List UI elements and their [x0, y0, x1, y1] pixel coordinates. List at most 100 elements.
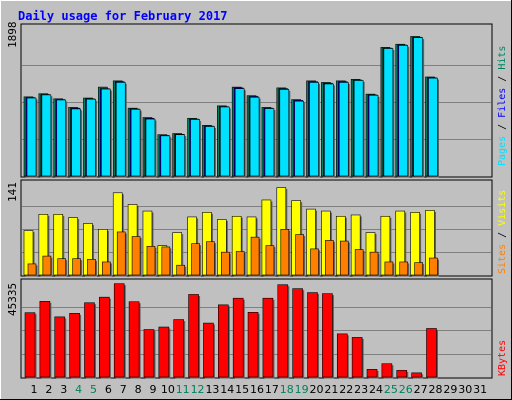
bar-kbytes [277, 284, 290, 379]
bar-pages [324, 83, 335, 178]
x-tick-label: 25 [384, 383, 398, 396]
bar-sites [414, 262, 425, 277]
bar-sites [72, 258, 83, 277]
bar-pages [398, 45, 410, 178]
bar-sites [191, 243, 202, 277]
bar-pages [145, 118, 157, 178]
x-tick-label: 9 [149, 383, 156, 396]
legend-kbytes: KBytes [497, 340, 508, 376]
bar-kbytes [262, 297, 275, 379]
bar-sites [161, 246, 172, 277]
x-tick-label: 15 [235, 383, 249, 396]
x-tick-label: 28 [428, 383, 442, 396]
x-tick-label: 29 [443, 383, 457, 396]
x-tick-label: 19 [295, 383, 309, 396]
bar-kbytes [39, 301, 52, 379]
bar-kbytes [411, 372, 424, 379]
bar-sites [27, 263, 38, 277]
x-tick-label: 24 [369, 383, 383, 396]
bars [23, 36, 439, 379]
x-tick-label: 1 [31, 383, 38, 396]
bar-kbytes [292, 288, 305, 379]
bar-pages [56, 99, 68, 178]
bar-pages [383, 48, 395, 178]
bar-sites [102, 261, 112, 277]
bar-kbytes [366, 369, 379, 379]
bar-sites [176, 264, 187, 277]
bar-sites [384, 261, 395, 277]
legend-sites: Sites [497, 244, 508, 274]
legend-middle: Sites / Visits [497, 190, 508, 274]
bar-sites [116, 231, 127, 277]
bar-pages [428, 77, 439, 178]
legend-visits: Visits [497, 190, 508, 226]
bar-kbytes [203, 322, 215, 379]
x-axis-labels: 1 2 3 4 5 6 7 8 9 10 11 12 13 14 15 16 17 18 19 20 21 22 23 24 2… [31, 383, 488, 396]
bar-kbytes [143, 329, 156, 379]
bar-pages [309, 82, 321, 178]
bar-kbytes [322, 293, 334, 379]
y-max-label-hits: 1898 [6, 22, 19, 49]
bar-kbytes [84, 302, 96, 379]
x-tick-label: 26 [399, 383, 413, 396]
bar-kbytes [381, 363, 394, 379]
bar-kbytes [247, 312, 260, 379]
y-max-label-kbytes: 45335 [6, 283, 19, 316]
bar-pages [101, 88, 112, 178]
bar-kbytes [426, 328, 438, 379]
bar-sites [42, 255, 53, 277]
x-tick-label: 3 [60, 383, 67, 396]
bar-kbytes [351, 337, 364, 379]
x-tick-label: 23 [354, 383, 368, 396]
bar-sites [146, 245, 157, 277]
bar-kbytes [158, 326, 171, 379]
x-tick-label: 21 [324, 383, 338, 396]
bar-sites [310, 248, 321, 277]
bar-kbytes [173, 319, 186, 379]
bar-sites [57, 258, 68, 277]
legend-pages: Pages [497, 136, 508, 166]
bar-pages [205, 126, 216, 178]
bar-pages [190, 119, 202, 178]
bar-kbytes [232, 297, 245, 379]
bar-sites [131, 236, 142, 277]
bar-sites [250, 236, 261, 277]
bar-sites [429, 257, 439, 277]
x-tick-label: 30 [458, 383, 472, 396]
x-tick-label: 8 [135, 383, 142, 396]
x-tick-label: 27 [414, 383, 428, 396]
bar-pages [249, 96, 261, 178]
bar-sites [295, 234, 306, 277]
bar-pages [413, 37, 425, 178]
bar-pages [71, 108, 83, 178]
bar-sites [280, 229, 291, 277]
legend-hits: Hits [497, 46, 508, 70]
x-tick-label: 22 [339, 383, 353, 396]
bar-sites [339, 240, 350, 277]
bar-sites [87, 259, 97, 277]
x-tick-label: 20 [310, 383, 324, 396]
bar-kbytes [336, 333, 349, 379]
legend-sep: / [497, 118, 508, 136]
bar-kbytes [99, 296, 111, 379]
bar-pages [160, 135, 172, 178]
x-tick-label: 4 [75, 383, 82, 396]
x-tick-label: 7 [120, 383, 127, 396]
bar-pages [234, 88, 246, 178]
x-tick-label: 10 [161, 383, 175, 396]
x-tick-label: 13 [205, 383, 219, 396]
legend-top: Pages / Files / Hits [497, 46, 508, 166]
bar-kbytes [54, 316, 67, 379]
legend-bottom: KBytes [497, 340, 508, 376]
bar-pages [130, 109, 142, 178]
chart-title: Daily usage for February 2017 [18, 9, 228, 23]
bar-kbytes [396, 370, 409, 379]
x-tick-label: 31 [473, 383, 487, 396]
x-tick-label: 6 [105, 383, 112, 396]
bar-sites [265, 245, 276, 277]
bar-kbytes [24, 312, 37, 379]
legend-files: Files [497, 88, 508, 118]
bar-pages [294, 100, 306, 178]
legend-sep: / [497, 70, 508, 88]
